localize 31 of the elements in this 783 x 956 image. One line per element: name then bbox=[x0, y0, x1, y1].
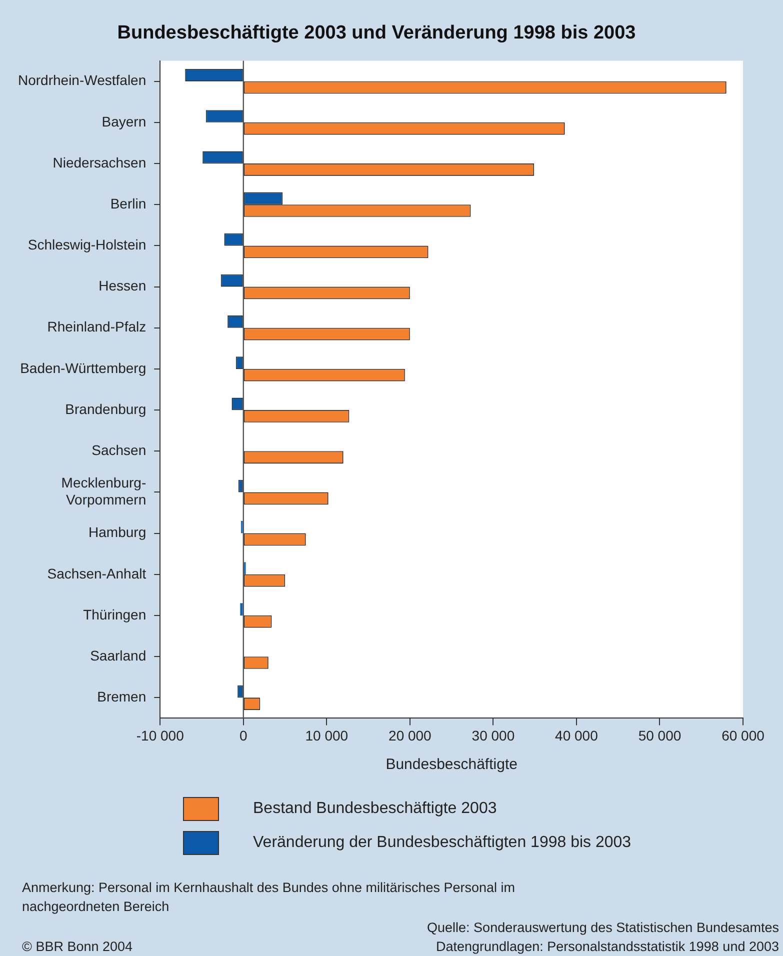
x-tick-label: 50 000 bbox=[638, 727, 682, 744]
y-tick-label: Saarland bbox=[90, 647, 146, 664]
x-axis-title: Bundesbeschäftigte bbox=[386, 756, 518, 774]
y-tick-label: Baden-Württemberg bbox=[20, 360, 146, 376]
text: Anmerkung: Personal im Kernhaushalt des Bundes ohne militärisches Personal im nachgeordneten Bereich bbox=[22, 879, 516, 916]
y-tick-label: Thüringen bbox=[83, 606, 146, 622]
x-tick-label: 40 000 bbox=[555, 727, 598, 744]
x-tick-label: 0 bbox=[240, 727, 248, 744]
y-tick-label: Rheinland-Pfalz bbox=[47, 318, 146, 335]
y-tick-label: Niedersachsen bbox=[52, 154, 146, 170]
y-tick-label: Schleswig-Holstein bbox=[28, 236, 146, 253]
x-tick-label: 60 000 bbox=[722, 727, 765, 744]
y-tick-label: Bremen bbox=[97, 688, 146, 705]
x-tick-label: 30 000 bbox=[472, 727, 515, 744]
y-tick-label: Mecklenburg-Vorpommern bbox=[61, 474, 146, 508]
y-tick-label: Sachsen-Anhalt bbox=[47, 565, 146, 582]
source-note: Quelle: Sonderauswertung des Statistischen Bundesamtes Datengrundlagen: Personalstandsstatistik 1998 und 2003 bbox=[427, 919, 779, 956]
x-tick-label: 10 000 bbox=[305, 727, 348, 744]
y-tick-label: Hamburg bbox=[88, 524, 146, 540]
x-tick-label: 20 000 bbox=[388, 727, 432, 744]
y-tick-label: Nordrhein-Westfalen bbox=[18, 72, 146, 88]
x-tick-label: -10 000 bbox=[136, 727, 184, 744]
legend-label: Veränderung der Bundesbeschäftigten 1998 bis 2003 bbox=[253, 834, 632, 852]
y-tick-label: Sachsen bbox=[92, 442, 146, 458]
y-tick-label: Hessen bbox=[98, 278, 146, 294]
y-tick-label: Berlin bbox=[110, 195, 146, 212]
legend-label: Bestand Bundesbeschäftigte 2003 bbox=[253, 800, 497, 818]
chart-title: Bundesbeschäftigte 2003 und Veränderung 1998 bis 2003 bbox=[117, 22, 636, 44]
y-tick-label: Bayern bbox=[102, 113, 146, 130]
y-tick-label: Brandenburg bbox=[65, 400, 146, 417]
text: © BBR Bonn 2004 bbox=[22, 938, 133, 956]
